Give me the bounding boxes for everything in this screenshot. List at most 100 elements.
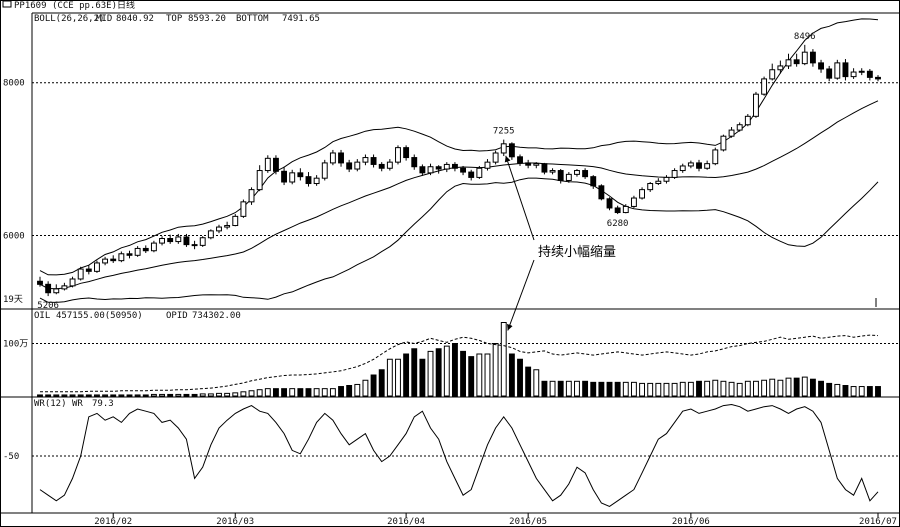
candle[interactable] [508, 142, 515, 160]
candle[interactable] [264, 155, 271, 173]
candle[interactable] [419, 164, 426, 176]
candle[interactable] [346, 159, 353, 173]
candle[interactable] [37, 276, 43, 287]
candle[interactable] [777, 60, 784, 74]
candle[interactable] [801, 44, 808, 66]
candle[interactable] [590, 175, 597, 189]
candle[interactable] [427, 163, 434, 176]
candle[interactable] [753, 91, 759, 118]
candle[interactable] [443, 162, 450, 173]
candle[interactable] [598, 184, 605, 201]
candle[interactable] [386, 159, 393, 171]
candle[interactable] [468, 169, 475, 181]
candle[interactable] [110, 255, 117, 263]
candle[interactable] [834, 59, 841, 80]
candle[interactable] [199, 236, 206, 247]
volume-panel[interactable]: OIL 457155.00(50950) OPID 734302.00 100万 [3, 311, 900, 397]
candle[interactable] [785, 53, 792, 69]
candle[interactable] [77, 266, 84, 281]
candle[interactable] [142, 245, 149, 254]
candle[interactable] [818, 59, 824, 73]
candle[interactable] [574, 169, 580, 177]
candle[interactable] [639, 187, 645, 200]
candle[interactable] [256, 165, 263, 192]
candle[interactable] [606, 197, 613, 211]
candle[interactable] [378, 162, 385, 172]
candle[interactable] [850, 68, 857, 79]
candle[interactable] [541, 162, 548, 175]
candle[interactable] [720, 134, 727, 152]
candle[interactable] [183, 233, 190, 247]
candle[interactable] [793, 53, 800, 67]
candle[interactable] [354, 159, 361, 172]
candle[interactable] [338, 149, 344, 167]
candle[interactable] [240, 199, 247, 218]
candle[interactable] [671, 168, 678, 179]
candle[interactable] [565, 172, 572, 183]
candle[interactable] [557, 169, 564, 184]
candle[interactable] [45, 281, 52, 297]
candle[interactable] [370, 154, 377, 168]
candle[interactable] [435, 165, 442, 174]
candle[interactable] [53, 284, 60, 295]
candle[interactable] [167, 234, 174, 244]
candle[interactable] [134, 246, 141, 257]
candle[interactable] [248, 187, 255, 205]
candle[interactable] [159, 236, 165, 246]
candle[interactable] [403, 145, 410, 161]
candle[interactable] [94, 260, 100, 273]
candle[interactable] [614, 205, 621, 215]
candle[interactable] [500, 139, 507, 157]
candle[interactable] [517, 154, 523, 166]
candle[interactable] [712, 147, 719, 166]
candle[interactable] [761, 76, 768, 96]
candle[interactable] [305, 172, 312, 187]
candle[interactable] [126, 250, 133, 259]
window-menu-icon[interactable] [2, 0, 12, 8]
candle[interactable] [866, 68, 873, 81]
candle[interactable] [297, 168, 304, 181]
candle[interactable] [875, 75, 881, 82]
candle[interactable] [175, 233, 182, 244]
candle[interactable] [728, 127, 735, 138]
candle[interactable] [207, 229, 214, 240]
candle[interactable] [118, 251, 125, 263]
candle[interactable] [744, 114, 751, 127]
candle[interactable] [655, 178, 662, 186]
candle[interactable] [679, 163, 686, 173]
candle[interactable] [630, 195, 637, 208]
candle[interactable] [85, 265, 92, 275]
candle[interactable] [663, 175, 670, 184]
candle[interactable] [451, 162, 458, 172]
candle[interactable] [289, 169, 296, 185]
candle[interactable] [704, 160, 711, 170]
candle[interactable] [484, 159, 491, 171]
candle[interactable] [232, 214, 239, 227]
candle[interactable] [150, 240, 157, 253]
candle[interactable] [769, 63, 776, 81]
candle[interactable] [321, 159, 328, 181]
candle[interactable] [191, 240, 198, 250]
candle[interactable] [102, 256, 109, 266]
candle[interactable] [687, 160, 694, 169]
candle[interactable] [622, 204, 629, 214]
candle[interactable] [281, 166, 288, 186]
candle[interactable] [329, 149, 336, 166]
candle[interactable] [216, 224, 222, 234]
candle[interactable] [460, 165, 467, 176]
candle[interactable] [69, 276, 76, 288]
candle[interactable] [411, 154, 418, 170]
price-panel[interactable]: BOLL(26,26,2) MID 8040.92 TOP 8593.20 BO… [3, 14, 900, 311]
candle[interactable] [492, 150, 499, 165]
candle[interactable] [826, 65, 833, 82]
wr-panel[interactable]: WR(12) WR 79.3 -50 [3, 399, 900, 507]
candle[interactable] [273, 155, 279, 175]
candle[interactable] [313, 175, 320, 186]
candle[interactable] [476, 165, 483, 179]
candle[interactable] [362, 154, 369, 166]
candle[interactable] [395, 145, 401, 165]
candle[interactable] [61, 282, 68, 291]
candle[interactable] [549, 168, 556, 175]
candle[interactable] [647, 182, 654, 192]
